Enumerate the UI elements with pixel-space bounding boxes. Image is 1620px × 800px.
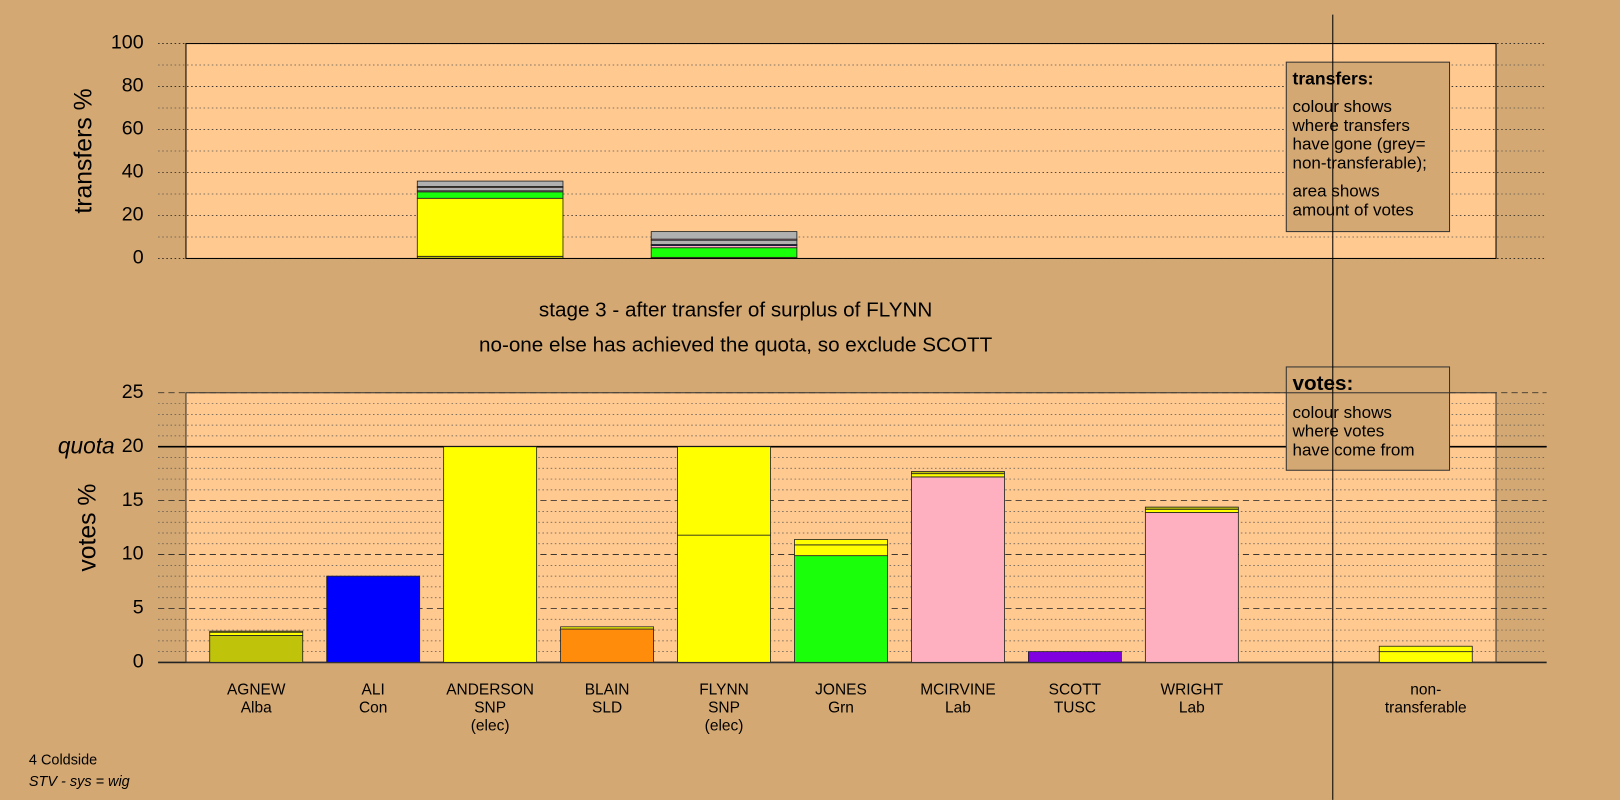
plot-frame bbox=[185, 392, 1497, 663]
bar-segment bbox=[209, 631, 304, 636]
bar-segment bbox=[794, 544, 888, 557]
bar-segment bbox=[209, 630, 304, 633]
bar-segment bbox=[911, 476, 1005, 663]
bar-segment bbox=[650, 247, 798, 258]
bar-segment bbox=[794, 539, 888, 546]
y-tick-label: 20 bbox=[122, 204, 144, 226]
note-text: colour shows bbox=[1292, 403, 1391, 422]
note-text: where votes bbox=[1291, 422, 1384, 441]
x-tick-label: Alba bbox=[241, 699, 272, 716]
x-tick-label: Grn bbox=[828, 699, 854, 716]
x-tick-label: non- bbox=[1410, 681, 1441, 698]
plot-frame bbox=[185, 43, 1497, 259]
note-text: have gone (grey= bbox=[1292, 135, 1425, 154]
bar-segment bbox=[1144, 508, 1239, 513]
bar-segment bbox=[1378, 651, 1473, 663]
bar-segment bbox=[560, 628, 654, 663]
quota-label: quota bbox=[58, 433, 115, 459]
x-tick-label: FLYNN bbox=[699, 681, 749, 698]
x-tick-label: ALI bbox=[362, 681, 385, 698]
y-tick-label: 80 bbox=[122, 75, 144, 97]
bar-segment bbox=[1144, 512, 1239, 663]
note-text: have come from bbox=[1292, 441, 1414, 460]
y-tick-label: 60 bbox=[122, 118, 144, 140]
y-tick-label: 0 bbox=[133, 651, 144, 673]
y-axis-label: transfers % bbox=[70, 88, 97, 213]
note-title: votes: bbox=[1292, 372, 1353, 395]
bar-segment bbox=[416, 180, 564, 187]
bar-segment bbox=[650, 239, 798, 245]
bar-segment bbox=[1027, 651, 1122, 663]
y-tick-label: 100 bbox=[111, 32, 144, 54]
note-box bbox=[1285, 61, 1451, 233]
x-tick-label: SLD bbox=[592, 699, 622, 716]
bar-segment bbox=[650, 231, 798, 240]
bar-segment bbox=[1144, 506, 1239, 510]
y-tick-label: 40 bbox=[122, 161, 144, 183]
bar-segment bbox=[416, 197, 564, 257]
x-tick-label: MCIRVINE bbox=[920, 681, 995, 698]
y-tick-label: 25 bbox=[122, 381, 144, 403]
bar-segment bbox=[560, 626, 654, 630]
x-tick-label: SCOTT bbox=[1049, 681, 1102, 698]
x-tick-label: JONES bbox=[815, 681, 867, 698]
note-text: where transfers bbox=[1291, 116, 1409, 135]
bar-segment bbox=[911, 471, 1005, 475]
footer: STV - sys = wig bbox=[29, 774, 130, 790]
y-tick-label: 0 bbox=[133, 247, 144, 269]
x-tick-label: Con bbox=[359, 699, 387, 716]
caption: stage 3 - after transfer of surplus of F… bbox=[539, 299, 932, 322]
y-tick-label: 5 bbox=[133, 597, 144, 619]
caption: no-one else has achieved the quota, so e… bbox=[479, 334, 993, 357]
x-tick-label: Lab bbox=[945, 699, 971, 716]
y-tick-label: 20 bbox=[122, 435, 144, 457]
note-text: non-transferable); bbox=[1292, 154, 1426, 173]
bar-segment bbox=[911, 473, 1005, 478]
x-tick-label: WRIGHT bbox=[1160, 681, 1223, 698]
y-tick-label: 10 bbox=[122, 543, 144, 565]
bar-segment bbox=[677, 534, 771, 663]
bar-segment bbox=[416, 187, 564, 192]
note-text: area shows bbox=[1292, 182, 1379, 201]
note-text: amount of votes bbox=[1292, 200, 1413, 219]
bar-segment bbox=[794, 555, 888, 663]
note-box bbox=[1285, 366, 1451, 471]
bar-segment bbox=[416, 191, 564, 199]
y-axis-label: votes % bbox=[74, 484, 101, 572]
x-tick-label: AGNEW bbox=[227, 681, 286, 698]
bar-segment bbox=[443, 446, 538, 663]
x-tick-label: BLAIN bbox=[585, 681, 630, 698]
y-tick-label: 15 bbox=[122, 489, 144, 511]
x-tick-label: (elec) bbox=[471, 718, 510, 735]
x-tick-label: Lab bbox=[1179, 699, 1205, 716]
footer: 4 Coldside bbox=[29, 752, 97, 768]
x-tick-label: SNP bbox=[708, 699, 740, 716]
note-text: colour shows bbox=[1292, 97, 1391, 116]
x-tick-label: TUSC bbox=[1054, 699, 1096, 716]
bar-segment bbox=[1378, 645, 1473, 653]
x-tick-label: SNP bbox=[474, 699, 506, 716]
x-tick-label: transferable bbox=[1385, 699, 1467, 716]
x-tick-label: (elec) bbox=[705, 718, 744, 735]
bar-segment bbox=[677, 446, 771, 536]
x-tick-label: ANDERSON bbox=[446, 681, 534, 698]
bar-segment bbox=[209, 635, 304, 663]
bar-segment bbox=[326, 575, 421, 663]
